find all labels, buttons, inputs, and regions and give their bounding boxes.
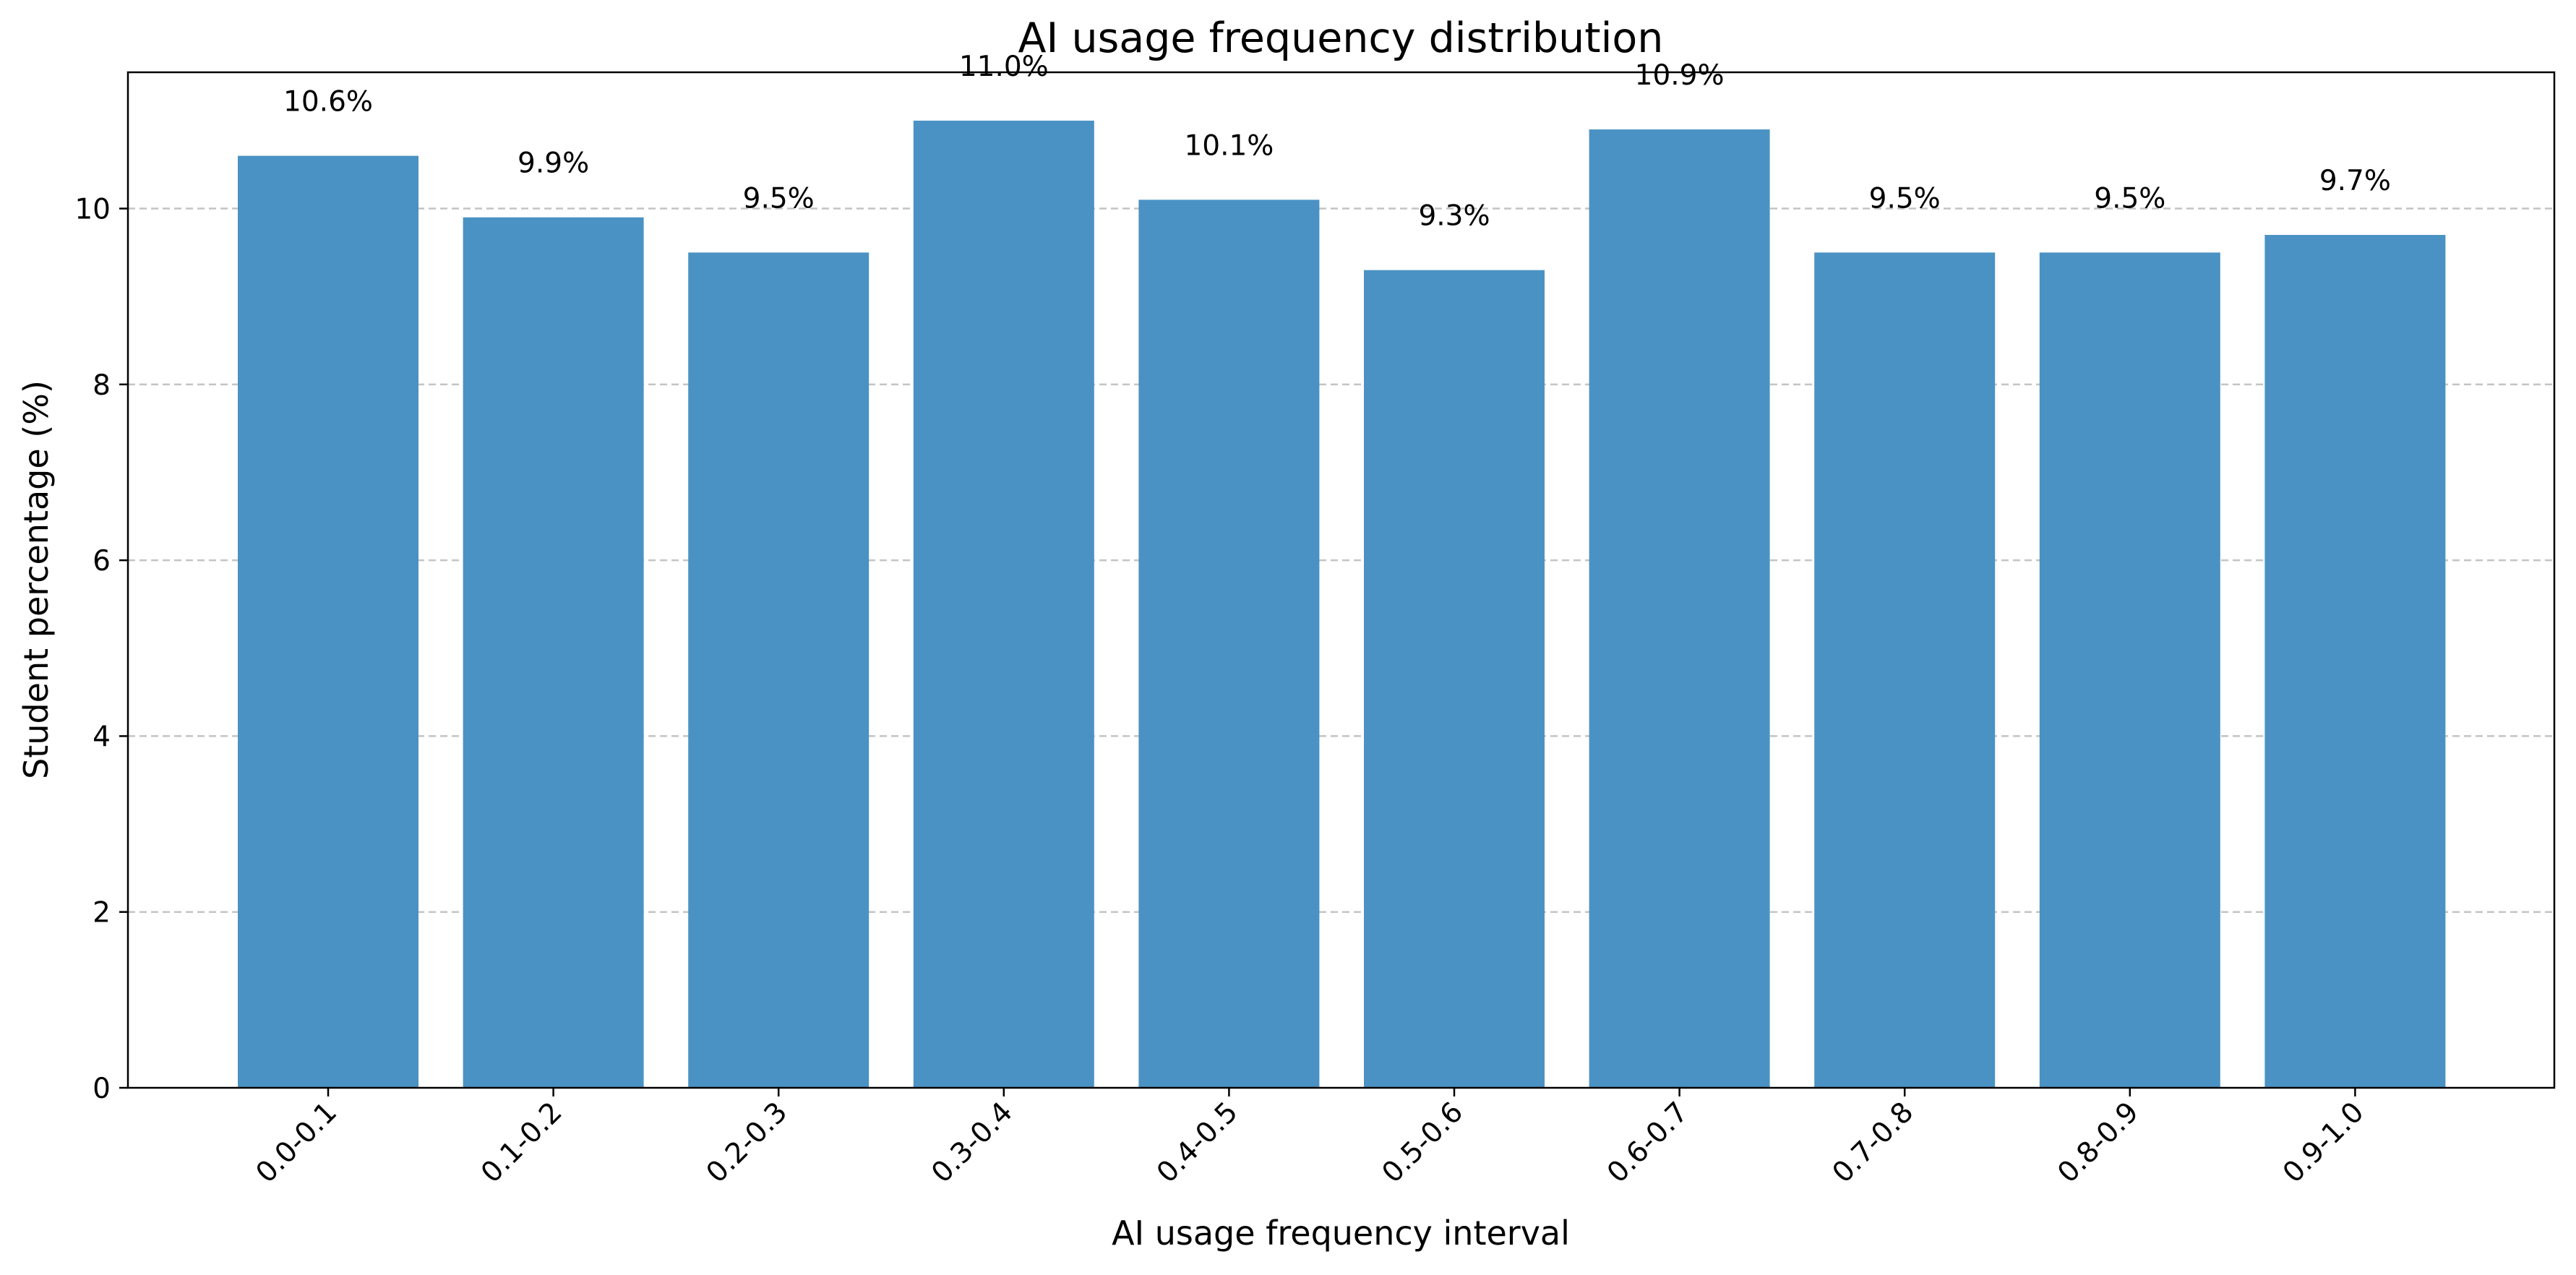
x-tick-label-5: 0.5-0.6 bbox=[1376, 1096, 1469, 1189]
y-tick-label-5: 10 bbox=[74, 194, 111, 226]
bar-0.4-0.5 bbox=[1138, 199, 1320, 1089]
bars bbox=[238, 120, 2446, 1089]
x-tick-label-9: 0.9-1.0 bbox=[2277, 1096, 2370, 1189]
bar-0.5-0.6 bbox=[1364, 270, 1545, 1088]
y-axis-ticks: 0 2 4 6 8 10 bbox=[74, 194, 128, 1105]
data-label-0.5-0.6: 9.3% bbox=[1418, 200, 1490, 233]
bar-0.9-1.0 bbox=[2264, 235, 2446, 1088]
bar-0.8-0.9 bbox=[2039, 252, 2220, 1088]
bar-0.0-0.1 bbox=[238, 155, 418, 1089]
bar-0.7-0.8 bbox=[1814, 252, 1996, 1088]
x-tick-label-4: 0.4-0.5 bbox=[1151, 1096, 1244, 1189]
y-tick-label-4: 8 bbox=[93, 369, 111, 402]
x-tick-label-8: 0.8-0.9 bbox=[2051, 1096, 2144, 1189]
bar-0.3-0.4 bbox=[913, 120, 1094, 1088]
plot-frame bbox=[126, 71, 2556, 1089]
x-tick-label-3: 0.3-0.4 bbox=[925, 1096, 1018, 1189]
bar-0.6-0.7 bbox=[1589, 129, 1770, 1089]
data-label-0.8-0.9: 9.5% bbox=[2094, 182, 2165, 215]
y-tick-label-3: 6 bbox=[93, 545, 111, 578]
data-label-0.7-0.8: 9.5% bbox=[1869, 182, 1941, 215]
y-tick-label-1: 2 bbox=[93, 897, 111, 930]
x-axis-label: AI usage frequency interval bbox=[1112, 1214, 1570, 1253]
x-tick-label-0: 0.0-0.1 bbox=[250, 1096, 343, 1189]
chart-title: AI usage frequency distribution bbox=[1018, 14, 1664, 62]
x-tick-label-6: 0.6-0.7 bbox=[1601, 1096, 1694, 1189]
data-label-0.3-0.4: 11.0% bbox=[959, 51, 1049, 83]
data-label-0.0-0.1: 10.6% bbox=[283, 86, 373, 119]
data-label-0.1-0.2: 9.9% bbox=[518, 147, 589, 180]
x-tick-label-7: 0.7-0.8 bbox=[1826, 1096, 1920, 1189]
data-labels: 10.6% 9.9% 9.5% 11.0% 10.1% 9.3% 10.9% 9.5% 9.5%… bbox=[283, 51, 2391, 233]
x-axis-ticks: 0.0-0.1 0.1-0.2 0.2-0.3 0.3-0.4 0.4-0.5 0.5-0… bbox=[250, 1088, 2370, 1190]
x-tick-label-1: 0.1-0.2 bbox=[475, 1096, 568, 1189]
data-label-0.9-1.0: 9.7% bbox=[2319, 165, 2391, 197]
bar-0.1-0.2 bbox=[463, 217, 644, 1088]
data-label-0.2-0.3: 9.5% bbox=[743, 182, 815, 215]
y-tick-label-0: 0 bbox=[93, 1073, 111, 1105]
data-label-0.4-0.5: 10.1% bbox=[1184, 129, 1274, 162]
y-axis-label: Student percentage (%) bbox=[17, 380, 56, 779]
data-label-0.6-0.7: 10.9% bbox=[1635, 59, 1725, 92]
y-tick-label-2: 4 bbox=[93, 721, 111, 753]
bar-0.2-0.3 bbox=[688, 252, 870, 1088]
x-tick-label-2: 0.2-0.3 bbox=[700, 1096, 794, 1189]
